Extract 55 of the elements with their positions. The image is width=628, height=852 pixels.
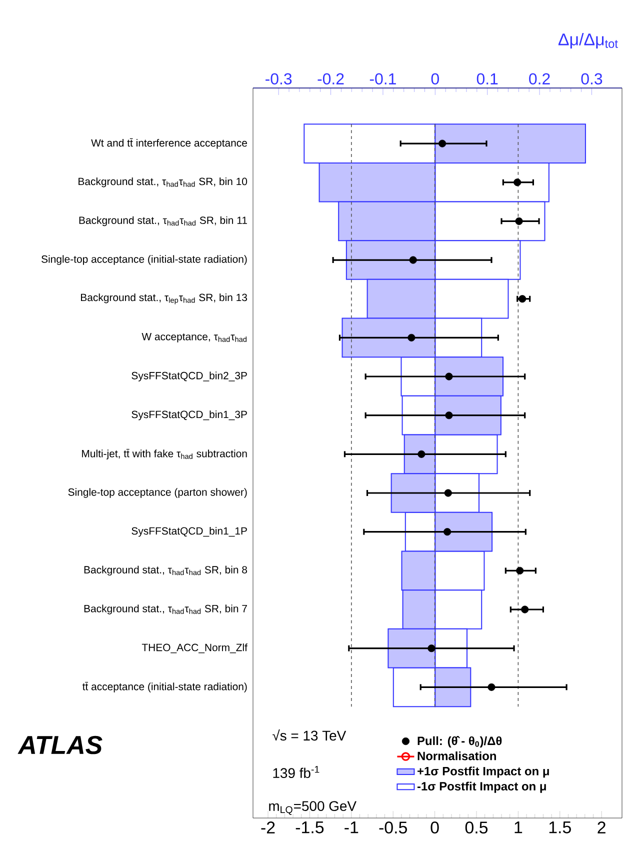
point (438, 140, 446, 148)
point (514, 178, 522, 186)
y-tick-label: SysFFStatQCD_bin2_3P (132, 372, 247, 382)
y-tick-label: Background stat., τ$_{had}$τ$_{had}$ SR, bin 11 (79, 216, 247, 226)
y-tick-label: Wt and tt̄ interference acceptance (91, 138, 247, 149)
x2-tick-label: -0.3 (266, 73, 292, 84)
y-tick-label: SysFFStatQCD_bin1_3P (132, 410, 247, 420)
y-tick-label: SysFFStatQCD_bin1_1P (132, 526, 247, 537)
point (445, 372, 453, 380)
y-tick-label: Background stat., τ$_{had}$τ$_{had}$ SR, bin 7 (84, 604, 247, 614)
x2-tick-label: -0.1 (370, 73, 396, 84)
point (408, 334, 416, 342)
point (444, 489, 452, 497)
x-tick-label: 0.5 (465, 822, 488, 834)
x-tick-label: 0 (430, 822, 439, 834)
y-tick-label: Single-top acceptance (parton shower) (68, 488, 247, 498)
x2-tick-label: -0.2 (318, 73, 344, 84)
y-tick-label: THEO_ACC_Norm_Zlf (142, 643, 248, 654)
point (428, 644, 436, 652)
point (518, 295, 526, 303)
x2-tick-label: 0.1 (476, 73, 498, 84)
x-tick-label: -0.5 (379, 822, 407, 834)
x-tick-label: 1.5 (549, 822, 571, 834)
legend-label: -1σ Postfit Impact on μ (417, 782, 546, 793)
y-tick-label: Background stat., τ$_{had}$τ$_{had}$ SR, bin 10 (78, 177, 248, 188)
point (418, 450, 426, 458)
x-tick-label: -1.5 (296, 822, 324, 834)
y-tick-label: Background stat., τ$_{had}$τ$_{had}$ SR, bin 8 (84, 566, 248, 576)
y-tick-label: tt̄ acceptance (initial-state radiation) (82, 682, 247, 692)
x-tick-label: -2 (261, 822, 275, 834)
point (488, 683, 496, 691)
y-tick-label: Background stat., τ$_{lep}$τ$_{had}$ SR, bin 13 (81, 293, 248, 304)
text: 139 fb$^{-1}$ (273, 766, 320, 778)
x2-tick-label: 0.2 (529, 73, 550, 84)
legend-label: +1σ Postfit Impact on μ (418, 766, 549, 778)
legend-label: Normalisation (418, 751, 496, 760)
x-tick-label: 1 (514, 822, 522, 834)
y-tick-label: W acceptance, τ$_{had}$τ$_{had}$ (142, 333, 247, 342)
text: √s = 13 TeV (272, 729, 346, 741)
point (445, 412, 453, 420)
x-tick-label: -1 (344, 822, 358, 834)
point (516, 566, 524, 574)
x2-tick-label: 0 (431, 73, 439, 84)
point (444, 528, 452, 536)
x2-tick-label: 0.3 (581, 73, 602, 84)
x-tick-label: 2 (598, 822, 606, 834)
point (515, 217, 523, 225)
text: ATLAS (18, 736, 102, 754)
point (521, 606, 529, 614)
text: m$_{LQ}$=500 GeV (269, 801, 356, 815)
x2-axis-title: Δμ/Δμ$_{tot}$ (558, 32, 618, 48)
y-tick-label: Single-top acceptance (initial-state radiation) (42, 255, 247, 265)
point (409, 256, 417, 264)
legend-label: Pull: (θ̂ - θ$_{0}$)/Δθ (418, 736, 502, 748)
y-tick-label: Multi-jet, tt̄ with fake τ$_{had}$ subtraction (82, 448, 247, 460)
